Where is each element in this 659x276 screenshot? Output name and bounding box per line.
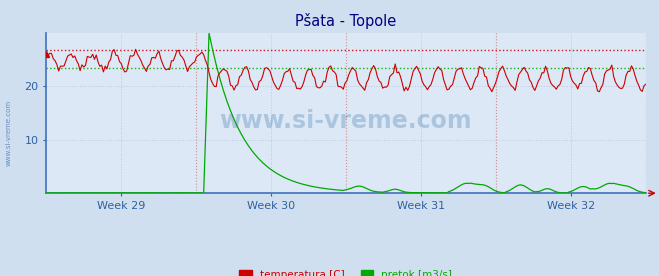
- Text: www.si-vreme.com: www.si-vreme.com: [5, 99, 12, 166]
- Legend: temperatura [C], pretok [m3/s]: temperatura [C], pretok [m3/s]: [235, 266, 457, 276]
- Title: Pšata - Topole: Pšata - Topole: [295, 13, 397, 29]
- Text: www.si-vreme.com: www.si-vreme.com: [219, 109, 473, 133]
